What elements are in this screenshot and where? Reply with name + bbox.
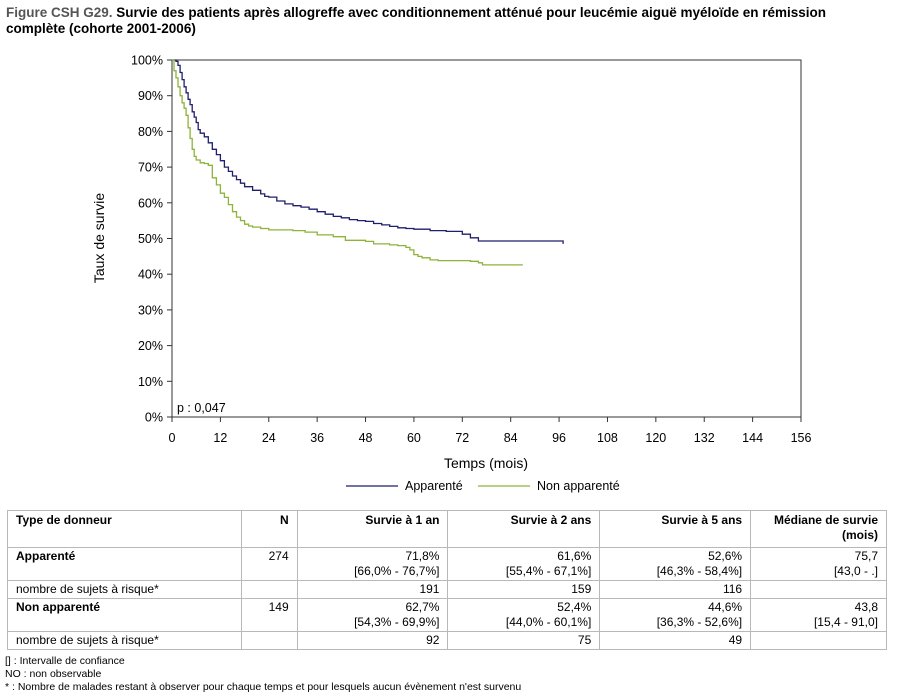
x-tick-label: 120 <box>645 431 666 445</box>
survival-5y: 44,6% [36,3% - 52,6%] <box>599 598 752 632</box>
figure-title-text: Survie des patients après allogreffe ave… <box>6 5 827 36</box>
footnote-no: NO : non observable <box>5 668 102 680</box>
figure-label: Figure CSH G29. <box>6 5 113 20</box>
x-tick-label: 24 <box>262 431 276 445</box>
value: 71,8% <box>405 549 440 563</box>
x-axis-title: Temps (mois) <box>444 455 528 471</box>
at-risk-5y: 49 <box>599 631 752 650</box>
legend-label-apparente: Apparenté <box>405 479 463 493</box>
footnote-at-risk: * : Nombre de malades restant à observer… <box>5 681 522 693</box>
empty-cell <box>750 631 887 650</box>
x-tick-label: 108 <box>597 431 618 445</box>
at-risk-5y: 116 <box>599 580 752 599</box>
confidence-interval: [55,4% - 67,1%] <box>505 564 592 578</box>
confidence-interval: [46,3% - 58,4%] <box>656 564 743 578</box>
y-tick-label: 90% <box>138 89 163 103</box>
confidence-interval: [36,3% - 52,6%] <box>656 615 743 629</box>
value: 43,8 <box>854 600 878 614</box>
value: 61,6% <box>557 549 592 563</box>
survival-summary-table: Type de donneur N Survie à 1 an Survie à… <box>7 510 887 650</box>
y-axis: 0% 10% 20% 30% 40% 50% 60% 70% 80% 90% 100% <box>131 54 172 425</box>
y-tick-label: 60% <box>138 196 163 210</box>
confidence-interval: [66,0% - 76,7%] <box>354 564 440 578</box>
table-row-non-apparente: Non apparenté 149 62,7% [54,3% - 69,9%] 5… <box>7 598 887 632</box>
empty-cell <box>750 580 887 599</box>
legend-label-non-apparente: Non apparenté <box>537 479 620 493</box>
x-tick-label: 0 <box>169 431 176 445</box>
x-tick-label: 72 <box>455 431 469 445</box>
header-median-survival: Médiane de survie (mois) <box>750 510 887 548</box>
at-risk-label: nombre de sujets à risque* <box>7 580 242 599</box>
y-tick-label: 40% <box>138 268 163 282</box>
value: 75,7 <box>854 549 878 563</box>
confidence-interval: [54,3% - 69,9%] <box>354 615 440 629</box>
at-risk-label: nombre de sujets à risque* <box>7 631 242 650</box>
y-tick-label: 20% <box>138 339 163 353</box>
at-risk-2y: 75 <box>447 631 601 650</box>
x-tick-label: 144 <box>742 431 763 445</box>
survival-2y: 52,4% [44,0% - 60,1%] <box>447 598 601 632</box>
x-tick-label: 48 <box>359 431 373 445</box>
y-tick-label: 50% <box>138 232 163 246</box>
table-row-apparente: Apparenté 274 71,8% [66,0% - 76,7%] 61,6%… <box>7 547 887 581</box>
empty-cell <box>240 580 298 599</box>
header-survival-2y: Survie à 2 ans <box>447 510 601 548</box>
confidence-interval: [43,0 - .] <box>833 564 878 578</box>
survival-chart: 0% 10% 20% 30% 40% 50% 60% 70% 80% 90% 100% 0 12 24 3… <box>91 54 812 494</box>
header-survival-5y: Survie à 5 ans <box>599 510 752 548</box>
table-row-at-risk-non-apparente: nombre de sujets à risque* 92 75 49 <box>7 631 887 650</box>
at-risk-2y: 159 <box>447 580 601 599</box>
y-tick-label: 70% <box>138 161 163 175</box>
curve-non-apparente <box>172 59 523 266</box>
p-value-annotation: p : 0,047 <box>177 401 226 415</box>
group-name: Non apparenté <box>7 598 242 632</box>
y-tick-label: 30% <box>138 303 163 317</box>
legend: Apparenté Non apparenté <box>346 479 620 493</box>
value: 52,6% <box>708 549 743 563</box>
y-axis-title: Taux de survie <box>91 193 107 283</box>
x-tick-label: 156 <box>791 431 812 445</box>
x-tick-label: 96 <box>552 431 566 445</box>
header-survival-1y: Survie à 1 an <box>296 510 449 548</box>
x-tick-label: 36 <box>310 431 324 445</box>
y-tick-label: 10% <box>138 375 163 389</box>
y-tick-label: 0% <box>145 411 163 425</box>
group-n: 274 <box>240 547 298 581</box>
survival-1y: 62,7% [54,3% - 69,9%] <box>296 598 449 632</box>
group-name: Apparenté <box>7 547 242 581</box>
x-tick-label: 60 <box>407 431 421 445</box>
footnotes: [] : Intervalle de confiance NO : non ob… <box>5 655 521 694</box>
y-tick-label: 100% <box>131 54 163 68</box>
x-tick-label: 132 <box>694 431 715 445</box>
value: 44,6% <box>708 600 743 614</box>
survival-5y: 52,6% [46,3% - 58,4%] <box>599 547 752 581</box>
x-tick-label: 84 <box>504 431 518 445</box>
at-risk-1y: 92 <box>296 631 449 650</box>
footnote-ci: [] : Intervalle de confiance <box>5 655 125 667</box>
plot-frame <box>171 59 802 418</box>
empty-cell <box>240 631 298 650</box>
curve-apparente <box>172 59 564 244</box>
x-tick-label: 12 <box>213 431 227 445</box>
confidence-interval: [15,4 - 91,0] <box>813 615 878 629</box>
x-axis: 0 12 24 36 48 60 72 84 96 108 120 132 144 156 <box>169 417 812 445</box>
table-header-row: Type de donneur N Survie à 1 an Survie à… <box>7 510 887 548</box>
header-n: N <box>240 510 298 548</box>
table-row-at-risk-apparente: nombre de sujets à risque* 191 159 116 <box>7 580 887 599</box>
median-survival: 75,7 [43,0 - .] <box>750 547 887 581</box>
survival-curves <box>172 59 564 266</box>
figure-title: Figure CSH G29. Survie des patients aprè… <box>6 5 886 37</box>
y-tick-label: 80% <box>138 125 163 139</box>
survival-2y: 61,6% [55,4% - 67,1%] <box>447 547 601 581</box>
median-survival: 43,8 [15,4 - 91,0] <box>750 598 887 632</box>
survival-1y: 71,8% [66,0% - 76,7%] <box>296 547 449 581</box>
value: 62,7% <box>405 600 440 614</box>
confidence-interval: [44,0% - 60,1%] <box>505 615 592 629</box>
group-n: 149 <box>240 598 298 632</box>
value: 52,4% <box>557 600 592 614</box>
at-risk-1y: 191 <box>296 580 449 599</box>
header-donor-type: Type de donneur <box>7 510 242 548</box>
